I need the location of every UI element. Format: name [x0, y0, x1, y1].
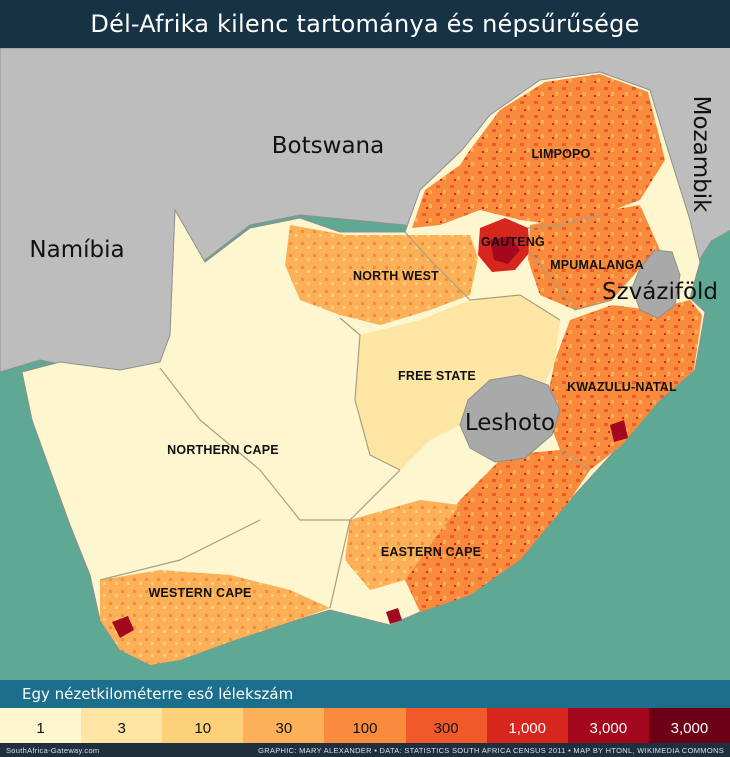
- mozambique-coast: [640, 48, 730, 240]
- legend-item: 10: [162, 708, 244, 749]
- legend-item-label: 100: [352, 720, 378, 737]
- footer-credits: GRAPHIC: MARY ALEXANDER • DATA: STATISTI…: [258, 745, 724, 755]
- label-free-state: FREE STATE: [398, 369, 476, 383]
- footer-source-site: SouthAfrica-Gateway.com: [6, 745, 100, 755]
- legend-item: 3: [81, 708, 163, 749]
- label-mpumalanga: MPUMALANGA: [550, 258, 644, 272]
- label-lesotho: Leshoto: [465, 410, 555, 436]
- density-north-west: [285, 225, 478, 325]
- lesotho-land: [459, 374, 561, 463]
- label-mozambique: Mozambik: [688, 96, 714, 213]
- label-northern-cape: NORTHERN CAPE: [167, 443, 279, 457]
- legend-item-label: 30: [275, 720, 293, 737]
- density-port-elizabeth: [386, 608, 402, 624]
- footer: SouthAfrica-Gateway.com GRAPHIC: MARY AL…: [0, 743, 730, 757]
- label-swaziland: Szváziföld: [602, 279, 718, 305]
- legend-item-label: 3: [117, 720, 126, 737]
- density-durban: [610, 420, 628, 442]
- legend-title: Egy nézetkilométerre eső lélekszám: [22, 685, 294, 703]
- density-mpumalanga: [528, 205, 660, 310]
- legend-item: 1,000: [486, 708, 568, 749]
- density-eastern-cape-inner: [345, 500, 460, 590]
- density-eastern-cape: [405, 450, 590, 612]
- label-namibia: Namíbia: [29, 237, 124, 263]
- title-bar: Dél-Afrika kilenc tartománya és népsűrűs…: [0, 0, 730, 48]
- legend-item-label: 300: [433, 720, 459, 737]
- density-kzn: [545, 300, 702, 470]
- map-canvas: Botswana Namíbia Mozambik Szváziföld Les…: [0, 48, 730, 680]
- legend-item: 3,000: [648, 708, 730, 749]
- legend-item-label: 10: [194, 720, 212, 737]
- label-western-cape: WESTERN CAPE: [148, 586, 251, 600]
- label-kwazulu-natal: KWAZULU-NATAL: [567, 380, 677, 394]
- map-title: Dél-Afrika kilenc tartománya és népsűrűs…: [90, 10, 640, 38]
- legend-item-label: 3,000: [670, 720, 709, 737]
- label-gauteng: GAUTENG: [481, 235, 545, 249]
- legend-item: 1: [0, 708, 82, 749]
- legend-item-label: 1,000: [508, 720, 546, 737]
- density-cape-town: [112, 616, 134, 638]
- legend-item: 100: [324, 708, 406, 749]
- legend-item-label: 1: [36, 720, 45, 737]
- label-eastern-cape: EASTERN CAPE: [381, 545, 481, 559]
- legend-item-label: 3,000: [589, 720, 628, 737]
- label-north-west: NORTH WEST: [353, 269, 439, 283]
- province-boundaries: [99, 214, 613, 609]
- label-limpopo: LIMPOPO: [531, 147, 590, 161]
- legend-item: 30: [243, 708, 325, 749]
- density-gauteng-core: [490, 236, 520, 264]
- label-botswana: Botswana: [272, 133, 384, 159]
- legend-item: 3,000: [567, 708, 649, 749]
- density-limpopo: [412, 74, 665, 228]
- swaziland-land: [631, 249, 681, 319]
- density-free-state: [355, 295, 560, 470]
- legend-scale: 1 3 10 30 100 300 1,000 3,000 3,000: [0, 708, 730, 749]
- legend-item: 300: [405, 708, 487, 749]
- density-western-cape: [100, 570, 330, 665]
